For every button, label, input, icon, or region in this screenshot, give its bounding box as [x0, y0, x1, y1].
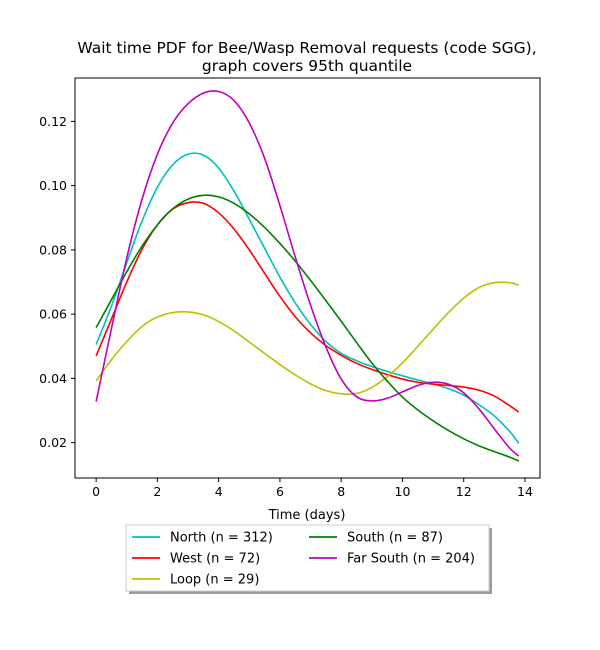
y-tick-label: 0.08: [39, 242, 67, 257]
y-tick-label: 0.12: [39, 114, 67, 129]
series-line-2: [95, 281, 520, 396]
x-tick-label: 14: [517, 484, 533, 499]
series-line-1: [95, 201, 520, 413]
x-tick-label: 2: [153, 484, 161, 499]
x-tick-label: 12: [456, 484, 472, 499]
x-axis: 0 2 4 6 8 10 12 14: [92, 478, 533, 499]
legend-box: [125, 524, 490, 592]
legend-label: South (n = 87): [347, 531, 443, 546]
legend-label: Loop (n = 29): [170, 573, 259, 588]
chart-subtitle: graph covers 95th quantile: [202, 57, 412, 75]
y-tick-label: 0.02: [39, 435, 67, 450]
legend-label: North (n = 312): [170, 531, 273, 546]
legend: North (n = 312) West (n = 72) Loop (n = 29…: [125, 524, 492, 594]
y-tick-label: 0.06: [39, 307, 67, 322]
x-tick-label: 10: [395, 484, 411, 499]
y-axis: 0.02 0.04 0.06 0.08 0.10 0.12: [39, 114, 75, 450]
plot-area: [95, 90, 520, 462]
x-tick-label: 4: [215, 484, 223, 499]
y-tick-label: 0.04: [39, 371, 67, 386]
chart-title: Wait time PDF for Bee/Wasp Removal reque…: [77, 39, 536, 57]
legend-label: West (n = 72): [170, 552, 260, 567]
x-axis-label: Time (days): [268, 508, 346, 523]
y-tick-label: 0.10: [39, 178, 67, 193]
plot-frame: [74, 77, 541, 479]
x-tick-label: 8: [337, 484, 345, 499]
legend-label: Far South (n = 204): [347, 552, 475, 567]
series-line-0: [95, 152, 520, 444]
x-tick-label: 6: [276, 484, 284, 499]
series-line-3: [95, 194, 520, 462]
x-tick-label: 0: [92, 484, 100, 499]
series-line-4: [95, 90, 520, 457]
